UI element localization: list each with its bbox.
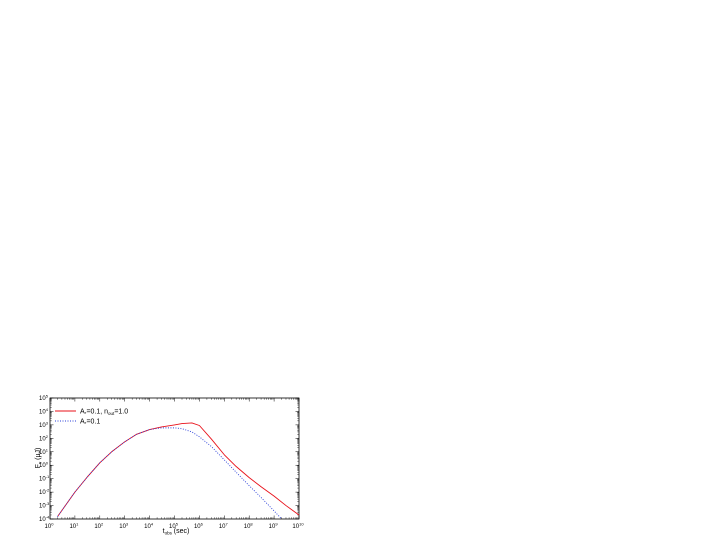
x-tick-label: 1010 [292, 522, 304, 531]
x-tick-label: 101 [69, 522, 79, 531]
plot-frame [49, 397, 300, 520]
y-tick-label: 10-4 [39, 515, 50, 524]
y-axis-label: Fν (μJ) [35, 448, 43, 469]
y-tick-label: 10-3 [39, 501, 50, 510]
y-tick-label: 10-2 [39, 488, 50, 497]
legend: A*=0.1, nout=1.0 A*=0.1 [55, 409, 128, 427]
y-tick-label: 102 [39, 434, 49, 443]
y-tick-labels: 10-4 10-3 10-2 10-1 100 101 102 103 104 105 [39, 394, 50, 524]
x-tick-label: 104 [144, 522, 154, 531]
y-tick-label: 100 [39, 461, 49, 470]
x-tick-label: 108 [244, 522, 254, 531]
series-line-2 [57, 427, 282, 520]
x-tick-label: 109 [269, 522, 279, 531]
x-tick-label: 107 [219, 522, 229, 531]
y-tick-label: 10-1 [39, 474, 50, 483]
x-tick-label: 105 [169, 522, 179, 531]
x-tick-label: 103 [119, 522, 129, 531]
x-tick-label: 106 [194, 522, 204, 531]
series-line-1 [57, 422, 300, 517]
y-tick-label: 103 [39, 420, 49, 429]
legend-label-series-2: A*=0.1 [80, 419, 100, 427]
x-axis-label: tobs (sec) [163, 528, 190, 536]
y-tick-label: 104 [39, 407, 49, 416]
y-tick-label: 105 [39, 394, 49, 403]
legend-label-series-1: A*=0.1, nout=1.0 [80, 409, 128, 417]
series-layer [57, 422, 300, 520]
axis-ticks [49, 397, 300, 520]
x-tick-label: 100 [45, 522, 55, 531]
x-tick-label: 102 [94, 522, 104, 531]
y-tick-label: 101 [39, 447, 49, 456]
x-tick-labels: 100 101 102 103 104 105 106 107 108 109 1010 [45, 522, 305, 531]
